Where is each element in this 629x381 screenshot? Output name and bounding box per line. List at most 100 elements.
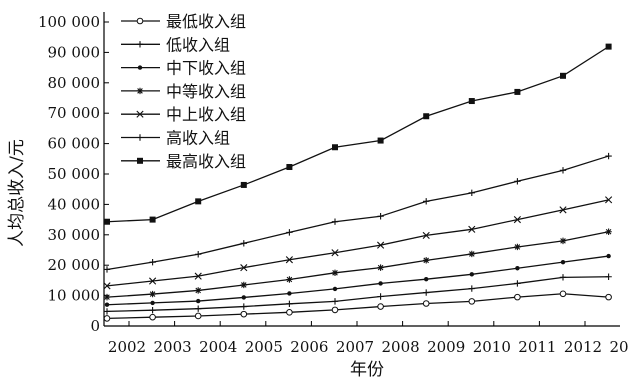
point-marker [136,41,144,48]
point-marker [605,43,612,50]
y-axis-title: 人均总收入/元 [7,139,27,247]
data-point [240,310,248,318]
point-marker [377,137,384,144]
data-point [605,196,613,204]
legend-label: 中等收入组 [166,82,246,101]
data-point [240,240,247,247]
series-6 [103,152,612,273]
point-marker [515,266,520,271]
legend-item: 最高收入组 [121,152,246,171]
point-marker [103,308,111,315]
series-line [106,276,609,313]
point-marker [605,273,612,280]
data-point [195,305,202,312]
point-marker [514,293,521,301]
data-point [240,303,247,310]
point-marker [468,225,476,233]
point-marker [423,289,430,296]
data-point [377,137,384,144]
point-marker [331,218,339,225]
y-tick-label: 70 000 [48,104,101,122]
point-marker [560,72,566,79]
point-marker [286,300,293,308]
data-point [377,303,384,310]
data-point [137,157,143,164]
data-point [331,269,339,276]
y-tick-label: 100 000 [38,13,100,31]
data-point [605,152,612,160]
point-marker [331,269,339,276]
point-marker [240,310,248,318]
data-point [331,249,339,257]
point-marker [514,178,521,185]
point-marker [285,256,293,264]
point-marker [136,110,144,118]
point-marker [287,291,292,296]
data-point [514,280,521,287]
data-point [605,273,612,280]
point-marker [103,315,111,322]
point-marker [286,309,293,316]
data-point [332,144,338,151]
point-marker [149,277,157,285]
point-marker [286,229,293,236]
legend-item: 中等收入组 [121,82,246,101]
data-point [240,281,247,289]
point-marker [560,259,566,265]
data-point [377,213,384,220]
data-point [286,164,293,171]
x-tick-label: 2012 [564,338,602,356]
point-marker [240,303,247,310]
data-point [149,306,156,314]
point-marker [195,251,202,258]
point-marker [149,216,156,223]
point-marker [137,157,143,164]
point-marker [378,281,383,286]
data-point [286,229,293,236]
data-point [559,290,567,298]
y-tick-label: 90 000 [48,43,101,61]
series-line [106,199,609,287]
data-point [422,300,430,307]
point-marker [605,293,612,301]
series-line [106,155,609,271]
point-marker [468,250,475,258]
series-line [106,46,609,223]
point-marker [286,276,293,283]
data-point [513,216,521,224]
data-point [286,276,293,283]
point-marker [559,290,567,298]
series-1 [103,290,612,322]
data-point [468,98,475,105]
series-line [106,231,609,298]
x-tick-label: 2004 [199,338,237,356]
data-point [194,312,202,320]
x-tick-label: 2008 [382,338,420,356]
axes: 0 10 000 20 000 30 000 40 000 50 000 60 000 70 … [38,12,629,356]
data-point [606,253,611,259]
series-3 [104,253,611,307]
point-marker [195,287,202,294]
point-marker [240,181,247,188]
data-point [286,309,293,316]
series-line [106,293,609,320]
point-marker [423,113,430,120]
x-tick-label: 2003 [154,338,192,356]
point-marker [422,231,430,239]
x-tick-label: 2002 [108,338,146,356]
x-tick-label: 2011 [518,338,556,356]
legend-label: 低收入组 [166,35,230,54]
legend-label: 中下收入组 [166,59,246,78]
x-tick-label: 2006 [290,338,328,356]
series-line [106,255,609,306]
data-point [424,276,429,282]
data-point [331,298,339,305]
point-marker [377,293,384,300]
point-marker [332,144,338,151]
data-point [377,293,384,300]
point-marker [136,17,144,25]
data-point [149,313,156,321]
point-marker [377,241,385,249]
data-point [559,237,567,245]
